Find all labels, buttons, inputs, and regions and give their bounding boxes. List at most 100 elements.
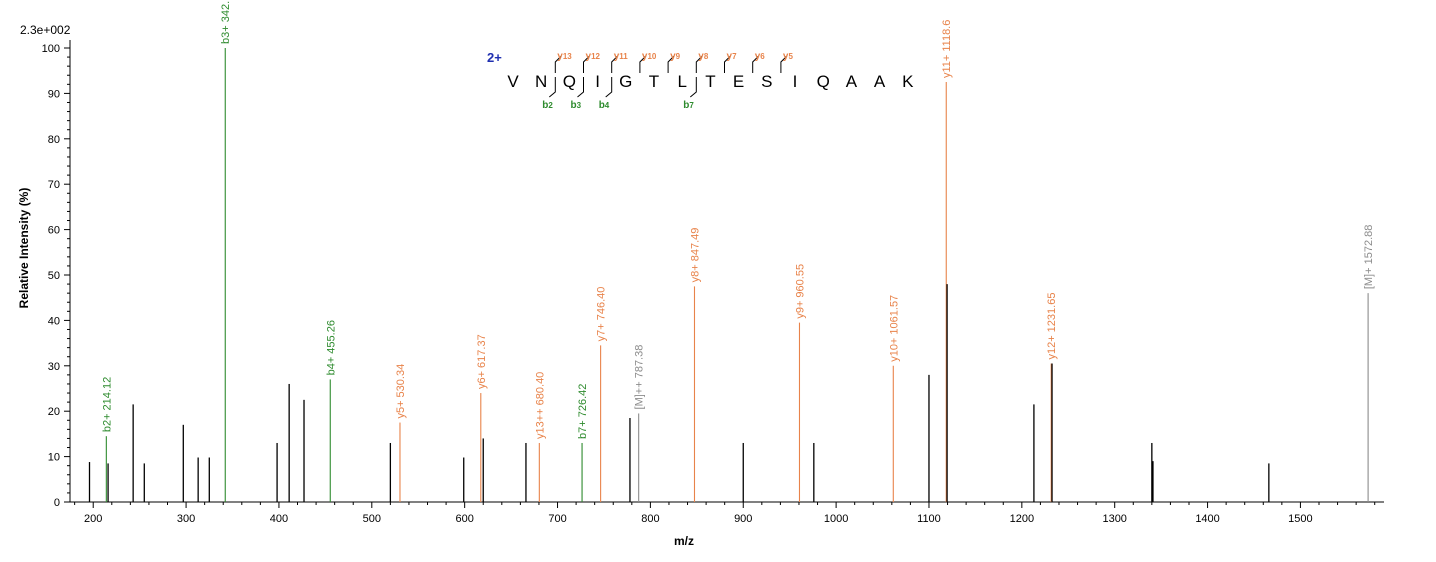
charge-state-label: 2+: [487, 50, 502, 65]
b-ion-fragment-mark: [548, 77, 556, 98]
y-ion-letter: y: [557, 51, 563, 62]
x-tick-label: 600: [455, 513, 473, 525]
peak-label: b4+ 455.26: [325, 320, 337, 375]
sequence-residue: L: [677, 72, 686, 91]
x-axis-ticks: 200 300 400 500 600 700 800 900 1000 1100 1200 1300…: [74, 502, 1376, 525]
sequence-residue: V: [507, 72, 519, 91]
y-ion-number: 9: [676, 52, 681, 61]
intensity-scale-label: 2.3e+002: [20, 23, 71, 37]
y-ion-letter: y: [642, 51, 648, 62]
peak-label: y9+ 960.55: [794, 264, 806, 319]
y-tick-label: 0: [54, 497, 60, 509]
b-ion-letter: b: [571, 100, 577, 111]
y-ion-number: 8: [704, 52, 709, 61]
sequence-residue: A: [874, 72, 886, 91]
y-ion-number: 5: [788, 52, 793, 61]
x-tick-label: 1200: [1010, 513, 1034, 525]
b-ion-letter: b: [683, 100, 689, 111]
y-ion-letter: y: [614, 51, 620, 62]
y-ion-fragment-mark: [583, 55, 590, 73]
y-tick-label: 60: [48, 225, 60, 237]
peak-label: y11+ 1118.6: [941, 20, 953, 78]
peak-label: y13++ 680.40: [534, 372, 546, 439]
y-ion-letter: y: [698, 51, 704, 62]
x-tick-label: 500: [363, 513, 381, 525]
x-tick-label: 1100: [917, 513, 941, 525]
sequence-residue: Q: [563, 72, 576, 91]
sequence-residue: N: [535, 72, 547, 91]
y-ion-label: y11: [614, 51, 629, 62]
peak-label: y7+ 746.40: [596, 287, 608, 342]
y-ion-number: 10: [647, 52, 656, 61]
y-ion-label: y8: [698, 51, 709, 62]
y-ion-number: 13: [563, 52, 572, 61]
peak-label: [M]++ 787.38: [634, 345, 646, 410]
y-ion-label: y13: [557, 51, 572, 62]
peak-label: y12+ 1231.65: [1046, 293, 1058, 360]
x-tick-label: 1400: [1195, 513, 1219, 525]
x-tick-label: 800: [641, 513, 659, 525]
x-tick-label: 400: [270, 513, 288, 525]
y-ion-fragment-mark: [554, 55, 562, 73]
sequence-residue: E: [733, 72, 744, 91]
y-ion-letter: y: [783, 51, 789, 62]
y-ion-label: y9: [670, 51, 681, 62]
b-ion-fragment-mark: [689, 77, 697, 98]
y-ion-letter: y: [586, 51, 592, 62]
y-ion-letter: y: [727, 51, 733, 62]
y-tick-label: 20: [48, 406, 60, 418]
axes: [69, 40, 1384, 503]
y-tick-label: 70: [48, 179, 60, 191]
sequence-residue: K: [902, 72, 914, 91]
b-ion-number: 2: [548, 101, 553, 110]
peak-label: y6+ 617.37: [476, 334, 488, 389]
x-tick-label: 1300: [1102, 513, 1126, 525]
sequence-residue: I: [793, 72, 798, 91]
y-ion-label: y10: [642, 51, 657, 62]
y-ion-number: 7: [732, 52, 737, 61]
sequence-residue: G: [619, 72, 632, 91]
peak-label: b7+ 726.42: [577, 384, 589, 439]
peak-label: y8+ 847.49: [689, 228, 701, 283]
y-ion-fragment-mark: [695, 55, 703, 73]
y-tick-label: 100: [42, 43, 60, 55]
b-ion-label: b2: [542, 100, 553, 111]
sequence-residue: A: [846, 72, 858, 91]
y-ion-label: y5: [783, 51, 794, 62]
y-ion-fragment-mark: [611, 55, 619, 73]
y-axis-title: Relative Intensity (%): [17, 188, 31, 309]
y-ion-label: y7: [727, 51, 738, 62]
y-ion-fragment-mark: [724, 55, 731, 73]
y-axis-ticks: 0 10 20 30 40 50 60 70 80 90 100: [42, 43, 70, 509]
b-ion-label: b4: [599, 100, 610, 111]
peak-label: b2+ 214.12: [101, 377, 113, 432]
y-tick-label: 80: [48, 134, 60, 146]
b-ion-number: 7: [689, 101, 694, 110]
y-ion-label: y6: [755, 51, 766, 62]
y-ion-fragment-mark: [667, 55, 675, 73]
b-ion-fragment-mark: [577, 77, 584, 98]
peak-label: b3+ 342.18: [220, 0, 232, 44]
y-ion-letter: y: [670, 51, 676, 62]
sequence-residue: T: [705, 72, 715, 91]
y-tick-label: 10: [48, 452, 60, 464]
peak-label: y10+ 1061.57: [888, 295, 900, 362]
peak-label: [M]+ 1572.88: [1363, 225, 1375, 290]
peaks: [88, 48, 1369, 502]
y-ion-number: 12: [591, 52, 600, 61]
peak-label: y5+ 530.34: [395, 364, 407, 419]
sequence-residue: Q: [817, 72, 830, 91]
y-ion-number: 6: [760, 52, 765, 61]
x-axis-title: m/z: [674, 534, 694, 548]
y-ion-fragment-mark: [780, 55, 788, 73]
y-ion-fragment-mark: [752, 55, 760, 73]
b-ion-label: b7: [683, 100, 694, 111]
sequence-residue: S: [761, 72, 772, 91]
b-ion-letter: b: [599, 100, 605, 111]
y-tick-label: 40: [48, 315, 60, 327]
y-ion-letter: y: [755, 51, 761, 62]
x-tick-label: 900: [734, 513, 752, 525]
sequence-residue: I: [595, 72, 600, 91]
y-ion-number: 11: [619, 52, 628, 61]
